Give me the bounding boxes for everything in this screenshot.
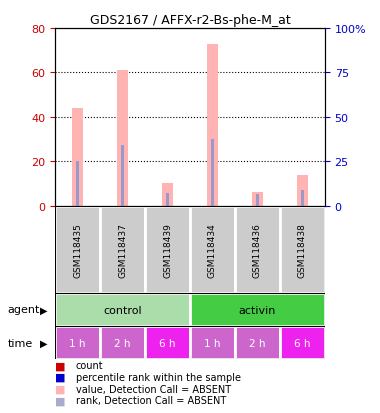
- Text: control: control: [103, 305, 142, 315]
- Bar: [72, 109, 83, 206]
- Bar: [145, 326, 190, 359]
- Text: percentile rank within the sample: percentile rank within the sample: [76, 372, 241, 382]
- Bar: [190, 326, 235, 359]
- Text: GSM118435: GSM118435: [73, 223, 82, 277]
- Bar: [145, 206, 190, 293]
- Bar: [76, 162, 79, 206]
- Bar: [280, 326, 325, 359]
- Text: GSM118436: GSM118436: [253, 223, 262, 277]
- Bar: [211, 140, 214, 206]
- Bar: [280, 206, 325, 293]
- Bar: [235, 326, 280, 359]
- Bar: [117, 71, 128, 206]
- Bar: [55, 293, 190, 326]
- Text: value, Detection Call = ABSENT: value, Detection Call = ABSENT: [76, 384, 231, 394]
- Bar: [190, 293, 325, 326]
- Text: 6 h: 6 h: [294, 338, 311, 348]
- Bar: [100, 326, 145, 359]
- Text: 6 h: 6 h: [159, 338, 176, 348]
- Text: 2 h: 2 h: [114, 338, 131, 348]
- Bar: [235, 206, 280, 293]
- Text: agent: agent: [8, 305, 40, 315]
- Bar: [301, 191, 304, 206]
- Text: GSM118434: GSM118434: [208, 223, 217, 277]
- Bar: [162, 183, 173, 206]
- Bar: [207, 45, 218, 206]
- Text: ■: ■: [55, 372, 66, 382]
- Text: ■: ■: [55, 361, 66, 370]
- Bar: [256, 194, 259, 206]
- Text: ■: ■: [55, 384, 66, 394]
- Text: count: count: [76, 361, 104, 370]
- Text: time: time: [8, 338, 33, 348]
- Bar: [55, 326, 100, 359]
- Bar: [190, 206, 235, 293]
- Text: 2 h: 2 h: [249, 338, 266, 348]
- Text: rank, Detection Call = ABSENT: rank, Detection Call = ABSENT: [76, 395, 226, 405]
- Text: ■: ■: [55, 395, 66, 405]
- Bar: [297, 176, 308, 206]
- Text: 1 h: 1 h: [69, 338, 86, 348]
- Text: GSM118439: GSM118439: [163, 223, 172, 277]
- Text: activin: activin: [239, 305, 276, 315]
- Text: 1 h: 1 h: [204, 338, 221, 348]
- Bar: [55, 206, 100, 293]
- Bar: [100, 206, 145, 293]
- Text: GDS2167 / AFFX-r2-Bs-phe-M_at: GDS2167 / AFFX-r2-Bs-phe-M_at: [90, 14, 290, 27]
- Text: GSM118438: GSM118438: [298, 223, 307, 277]
- Text: ▶: ▶: [40, 338, 48, 348]
- Text: GSM118437: GSM118437: [118, 223, 127, 277]
- Bar: [252, 192, 263, 206]
- Bar: [121, 145, 124, 206]
- Text: ▶: ▶: [40, 305, 48, 315]
- Bar: [166, 193, 169, 206]
